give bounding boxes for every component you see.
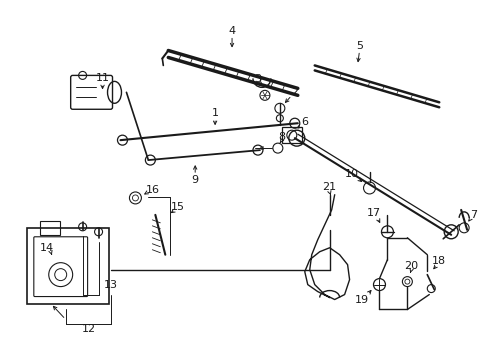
Text: 11: 11	[95, 73, 109, 84]
Text: 2: 2	[291, 87, 298, 97]
Text: 19: 19	[354, 294, 368, 305]
Text: 8: 8	[278, 132, 285, 142]
Text: 1: 1	[211, 108, 218, 118]
Text: e: e	[259, 145, 264, 151]
Text: 20: 20	[404, 261, 418, 271]
Text: 13: 13	[103, 280, 117, 289]
Text: 10: 10	[344, 169, 358, 179]
Text: 14: 14	[40, 243, 54, 253]
Text: 16: 16	[145, 185, 159, 195]
Text: 5: 5	[355, 41, 362, 50]
Text: 18: 18	[431, 256, 446, 266]
Text: 3: 3	[254, 75, 261, 84]
Text: 4: 4	[228, 26, 235, 36]
Text: 17: 17	[366, 208, 380, 218]
Text: 21: 21	[322, 182, 336, 192]
Text: 7: 7	[469, 210, 477, 220]
Text: 6: 6	[301, 117, 307, 127]
Text: 12: 12	[81, 324, 96, 334]
Text: 15: 15	[171, 202, 185, 212]
Text: 9: 9	[191, 175, 198, 185]
